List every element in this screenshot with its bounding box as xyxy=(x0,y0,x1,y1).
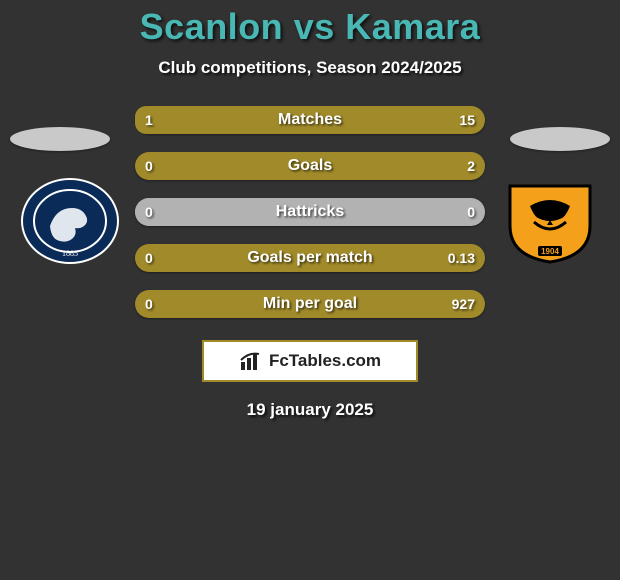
date-text: 19 january 2025 xyxy=(0,400,620,420)
brand-chart-icon xyxy=(239,350,265,372)
hull-crest-icon: 1904 xyxy=(500,178,600,264)
stat-right-value: 0.13 xyxy=(448,250,475,266)
vs-label: vs xyxy=(294,6,335,47)
stat-right-value: 0 xyxy=(467,204,475,220)
stat-right-value: 2 xyxy=(467,158,475,174)
badge-left-year: 1885 xyxy=(62,249,78,258)
stat-bar: 0 927Min per goal xyxy=(135,290,485,318)
stat-left-value: 0 xyxy=(145,296,153,312)
stat-bars: 115Matches02Goals00Hattricks00.13Goals p… xyxy=(135,106,485,318)
page-title: Scanlon vs Kamara xyxy=(0,6,620,48)
stat-bar: 1 15Matches xyxy=(135,106,485,134)
stat-left-value: 0 xyxy=(145,250,153,266)
club-badge-right: 1904 xyxy=(500,178,600,264)
stat-label: Goals xyxy=(135,157,485,175)
stat-bar: 00Hattricks xyxy=(135,198,485,226)
player1-name: Scanlon xyxy=(140,6,284,47)
player2-name: Kamara xyxy=(345,6,480,47)
stat-left-value: 0 xyxy=(145,204,153,220)
club-badge-left: 1885 xyxy=(20,178,120,264)
left-ellipse xyxy=(10,127,110,151)
badge-right-year: 1904 xyxy=(541,247,559,256)
stat-label: Min per goal xyxy=(135,295,485,313)
right-ellipse xyxy=(510,127,610,151)
stat-left-value: 0 xyxy=(145,158,153,174)
stat-left-value: 1 xyxy=(145,112,153,128)
brand-text: FcTables.com xyxy=(269,351,381,371)
millwall-crest-icon: 1885 xyxy=(20,178,120,264)
stat-label: Matches xyxy=(135,111,485,129)
stat-bar: 0 0.13Goals per match xyxy=(135,244,485,272)
brand-box[interactable]: FcTables.com xyxy=(202,340,418,382)
stat-label: Goals per match xyxy=(135,249,485,267)
stat-bar: 0 2Goals xyxy=(135,152,485,180)
stat-right-value: 927 xyxy=(452,296,475,312)
comparison-card: Scanlon vs Kamara Club competitions, Sea… xyxy=(0,0,620,580)
stat-right-value: 15 xyxy=(459,112,475,128)
subtitle: Club competitions, Season 2024/2025 xyxy=(0,58,620,78)
